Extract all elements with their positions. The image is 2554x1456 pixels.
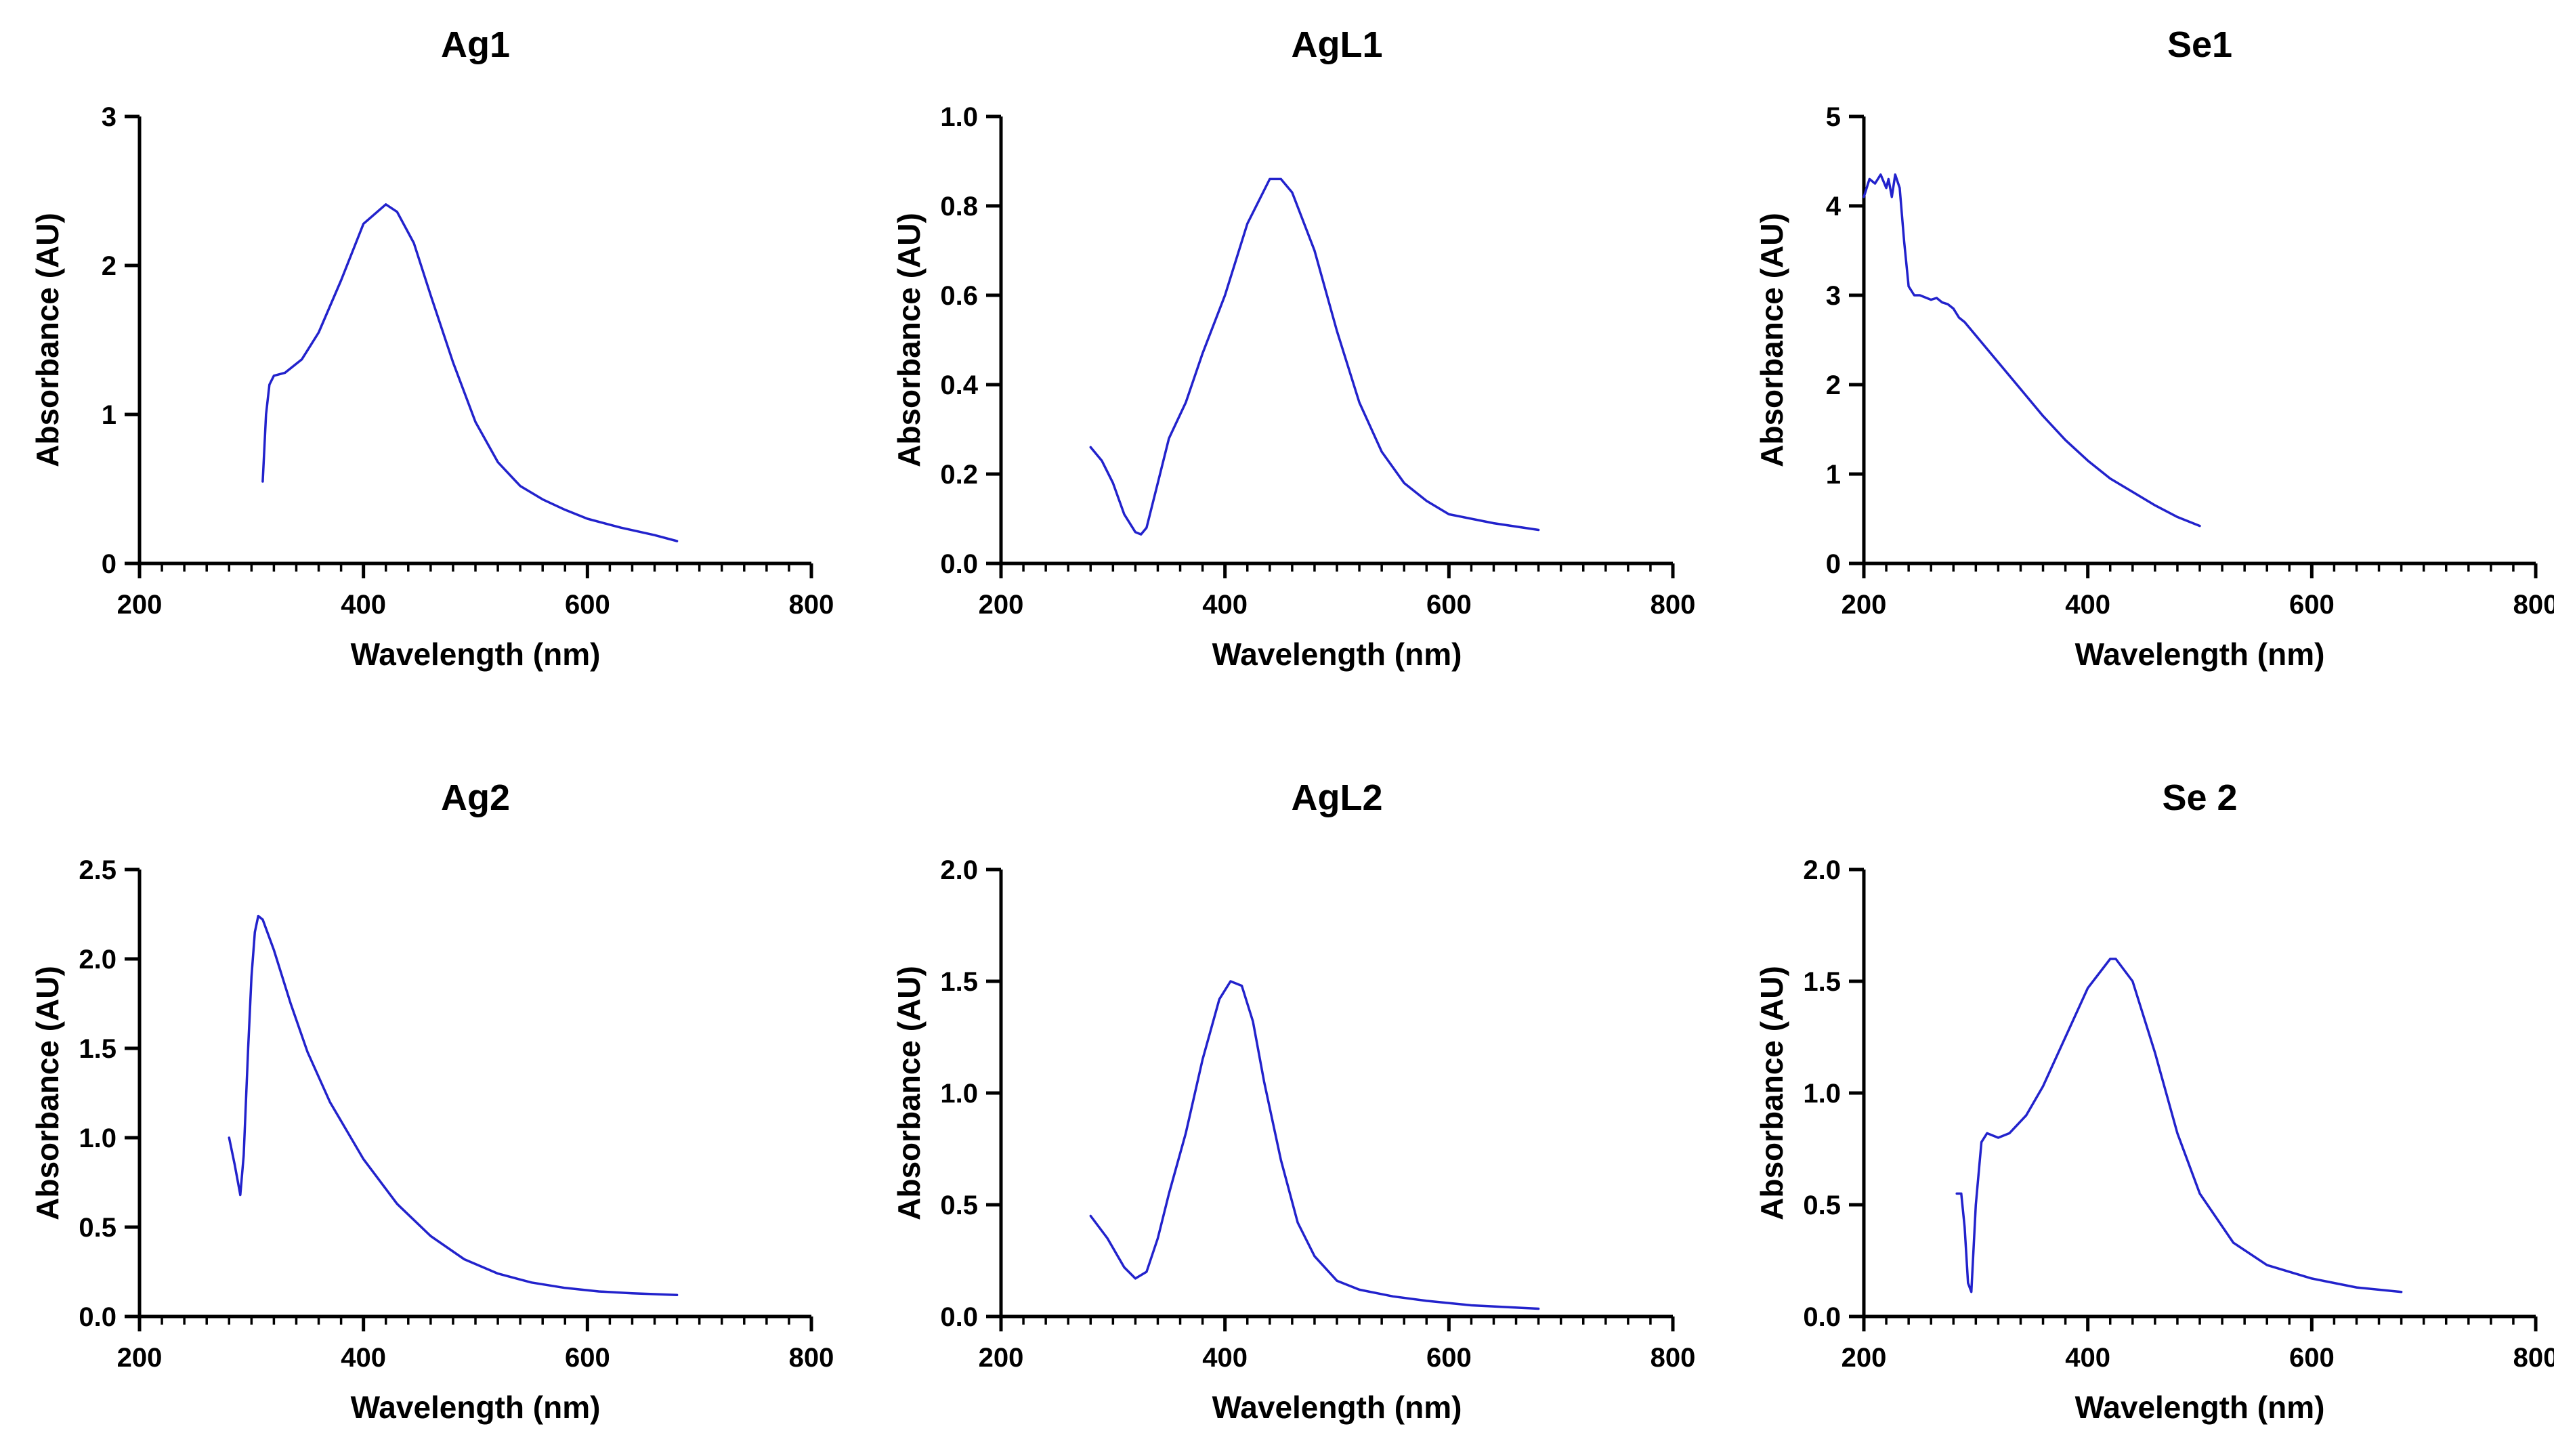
y-tick-label: 0.5 [79, 1213, 116, 1243]
chart-panel-6: Se 2 200 400 600 800 0.0 0.5 1.0 1.5 2.0 Wavelengt… [1754, 777, 2554, 1425]
chart-title: Se1 [2167, 24, 2232, 65]
chart-panel-4: Ag2 200 400 600 800 0.0 0.5 1.0 1.5 2.0 2.5 Wavelen… [30, 777, 834, 1425]
x-tick-label: 600 [565, 590, 610, 620]
chart-panel-2: AgL1 200 400 600 800 0.0 0.2 0.4 0.6 0.8 1.0 Wavele… [891, 24, 1695, 672]
y-tick-label: 0 [102, 549, 116, 579]
x-axis-label: Wavelength (nm) [351, 637, 601, 672]
series-line-se1 [1863, 173, 2201, 528]
x-tick-label: 400 [2065, 590, 2110, 620]
x-tick-label: 200 [979, 590, 1024, 620]
y-tick-label: 2 [102, 251, 116, 281]
y-tick-label: 3 [1826, 281, 1841, 311]
y-tick-label: 0.0 [79, 1302, 116, 1332]
x-axis-label: Wavelength (nm) [2075, 637, 2325, 672]
x-tick-label: 600 [2289, 590, 2335, 620]
y-tick-label: 0.8 [940, 192, 978, 221]
x-tick-label: 400 [2065, 1343, 2110, 1373]
x-tick-label: 600 [2289, 1343, 2335, 1373]
y-tick-label: 0.0 [940, 549, 978, 579]
x-tick-label: 200 [1842, 590, 1887, 620]
y-tick-label: 2.5 [79, 855, 116, 885]
x-axis-label: Wavelength (nm) [351, 1390, 601, 1425]
y-tick-label: 0.5 [940, 1191, 978, 1220]
y-tick-label: 1.0 [940, 1079, 978, 1109]
y-tick-label: 1.5 [79, 1034, 116, 1064]
x-tick-label: 600 [1426, 1343, 1472, 1373]
x-tick-label: 400 [1202, 590, 1248, 620]
x-axis-label: Wavelength (nm) [1212, 1390, 1462, 1425]
x-tick-label: 200 [117, 1343, 163, 1373]
y-tick-label: 2.0 [79, 945, 116, 975]
y-tick-label: 1.5 [1803, 967, 1841, 997]
y-tick-label: 0.0 [1803, 1302, 1841, 1332]
series-line-se-2 [1955, 958, 2403, 1293]
y-axis-label: Absorbance (AU) [891, 966, 927, 1220]
y-axis-label: Absorbance (AU) [1754, 966, 1789, 1220]
chart-panel-5: AgL2 200 400 600 800 0.0 0.5 1.0 1.5 2.0 Wavelengt… [891, 777, 1695, 1425]
chart-title: AgL2 [1292, 777, 1383, 818]
x-tick-label: 400 [1202, 1343, 1248, 1373]
chart-title: AgL1 [1292, 24, 1383, 65]
y-tick-label: 5 [1826, 102, 1841, 132]
y-tick-label: 2.0 [940, 855, 978, 885]
y-axis-label: Absorbance (AU) [30, 966, 65, 1220]
y-axis-label: Absorbance (AU) [30, 213, 65, 467]
y-tick-label: 0.2 [940, 460, 978, 490]
x-tick-label: 200 [1842, 1343, 1887, 1373]
x-tick-label: 600 [1426, 590, 1472, 620]
x-tick-label: 600 [565, 1343, 610, 1373]
y-tick-label: 0 [1826, 549, 1841, 579]
x-tick-label: 800 [2513, 1343, 2554, 1373]
chart-panel-1: Ag1 200 400 600 800 0 1 2 3 Wavelength (nm) Absorb… [30, 24, 834, 672]
x-axis-label: Wavelength (nm) [2075, 1390, 2325, 1425]
x-tick-label: 400 [341, 590, 386, 620]
series-line-ag2 [228, 914, 679, 1297]
chart-title: Ag2 [441, 777, 510, 818]
y-tick-label: 2.0 [1803, 855, 1841, 885]
y-tick-label: 2 [1826, 370, 1841, 400]
y-tick-label: 1.0 [79, 1123, 116, 1153]
x-tick-label: 200 [979, 1343, 1024, 1373]
y-tick-label: 1 [102, 400, 116, 430]
y-tick-label: 3 [102, 102, 116, 132]
y-tick-label: 1.5 [940, 967, 978, 997]
y-tick-label: 1.0 [940, 102, 978, 132]
x-tick-label: 800 [2513, 590, 2554, 620]
chart-title: Ag1 [441, 24, 510, 65]
y-tick-label: 1.0 [1803, 1079, 1841, 1109]
y-axis-label: Absorbance (AU) [1754, 213, 1789, 467]
x-tick-label: 800 [789, 590, 834, 620]
y-tick-label: 4 [1826, 192, 1842, 221]
y-tick-label: 1 [1826, 460, 1841, 490]
chart-title: Se 2 [2162, 777, 2237, 818]
x-tick-label: 800 [1651, 1343, 1696, 1373]
x-tick-label: 800 [789, 1343, 834, 1373]
y-axis-label: Absorbance (AU) [891, 213, 927, 467]
y-tick-label: 0.0 [940, 1302, 978, 1332]
x-axis-label: Wavelength (nm) [1212, 637, 1462, 672]
series-line-agl2 [1089, 980, 1540, 1310]
y-tick-label: 0.4 [940, 370, 978, 400]
y-tick-label: 0.6 [940, 281, 978, 311]
x-tick-label: 400 [341, 1343, 386, 1373]
y-tick-label: 0.5 [1803, 1191, 1841, 1220]
series-line-agl1 [1089, 177, 1540, 536]
x-tick-label: 800 [1651, 590, 1696, 620]
series-line-ag1 [261, 203, 679, 542]
x-tick-label: 200 [117, 590, 163, 620]
chart-panel-3: Se1 200 400 600 800 0 1 2 3 4 5 Wavelength (nm) Abso… [1754, 24, 2554, 672]
